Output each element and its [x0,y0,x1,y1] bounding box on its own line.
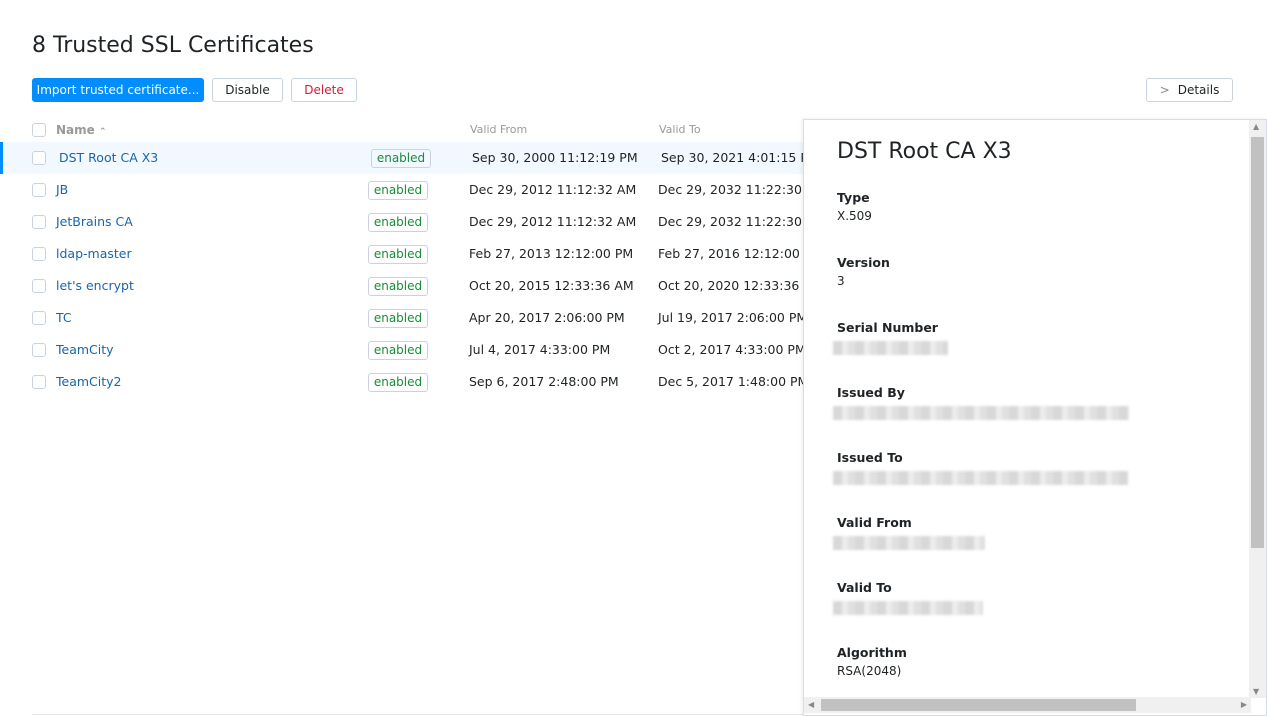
scroll-down-icon[interactable]: ▼ [1253,687,1260,696]
certificate-name-link[interactable]: DST Root CA X3 [59,150,159,165]
detail-label: Valid From [837,515,912,530]
scroll-right-icon[interactable]: ▶ [1240,700,1247,709]
redacted-value [833,471,1128,485]
detail-field: Valid To [833,580,983,615]
redacted-value [833,601,983,615]
certificate-name-link[interactable]: JB [56,182,69,197]
detail-field: Serial Number [833,320,948,355]
detail-field: Version 3 [837,255,890,288]
status-badge: enabled [371,149,431,168]
details-title: DST Root CA X3 [837,139,1012,164]
valid-to-cell: Jul 19, 2017 2:06:00 PM [658,310,808,325]
detail-field: Issued To [833,450,1128,485]
row-checkbox[interactable] [32,375,46,389]
certificate-name-link[interactable]: TC [56,310,72,325]
table-row[interactable]: JB enabled Dec 29, 2012 11:12:32 AM Dec … [0,174,825,206]
valid-to-cell: Dec 5, 2017 1:48:00 PM [658,374,809,389]
row-checkbox[interactable] [32,183,46,197]
scroll-up-icon[interactable]: ▲ [1253,122,1260,131]
detail-label: Type [837,190,870,205]
detail-field: Valid From [833,515,985,550]
table-row[interactable]: ldap-master enabled Feb 27, 2013 12:12:0… [0,238,822,270]
row-checkbox[interactable] [32,247,46,261]
redacted-value [833,406,1129,420]
details-panel: DST Root CA X3 Type X.509 Version 3 Serial N… [803,119,1267,716]
table-row[interactable]: JetBrains CA enabled Dec 29, 2012 11:12:… [0,206,825,238]
redacted-value [833,341,948,355]
status-badge: enabled [368,181,428,200]
delete-button[interactable]: Delete [291,78,357,102]
valid-from-cell: Dec 29, 2012 11:12:32 AM [469,182,637,197]
row-checkbox[interactable] [32,151,46,165]
valid-from-cell: Oct 20, 2015 12:33:36 AM [469,278,634,293]
certificate-name-link[interactable]: TeamCity2 [56,374,122,389]
valid-to-cell: Feb 27, 2016 12:12:00 PM [658,246,823,261]
valid-to-cell: Oct 2, 2017 4:33:00 PM [658,342,806,357]
status-badge: enabled [368,309,428,328]
row-checkbox[interactable] [32,343,46,357]
scroll-left-icon[interactable]: ◀ [808,700,815,709]
valid-to-column-header[interactable]: Valid To [659,123,701,136]
certificate-name-link[interactable]: TeamCity [56,342,114,357]
detail-value: 3 [837,274,845,288]
detail-label: Serial Number [837,320,938,335]
status-badge: enabled [368,245,428,264]
valid-from-cell: Sep 30, 2000 11:12:19 PM [472,150,638,165]
horizontal-scroll-thumb[interactable] [821,699,1136,711]
sort-asc-icon: ⌃ [98,127,107,137]
status-badge: enabled [368,213,428,232]
redacted-value [833,536,985,550]
import-certificate-button[interactable]: Import trusted certificate... [32,78,204,102]
status-badge: enabled [368,277,428,296]
table-row[interactable]: TeamCity enabled Jul 4, 2017 4:33:00 PM … [0,334,806,366]
detail-label: Valid To [837,580,892,595]
valid-from-cell: Dec 29, 2012 11:12:32 AM [469,214,637,229]
detail-label: Algorithm [837,645,907,660]
horizontal-scrollbar[interactable]: ◀ ▶ [804,697,1251,713]
page-title: 8 Trusted SSL Certificates [32,33,314,58]
row-checkbox[interactable] [32,279,46,293]
row-checkbox[interactable] [32,215,46,229]
vertical-scroll-thumb[interactable] [1251,137,1264,548]
select-all-checkbox[interactable] [32,123,46,137]
table-row[interactable]: TC enabled Apr 20, 2017 2:06:00 PM Jul 1… [0,302,807,334]
footer-divider [32,714,803,715]
certificate-name-link[interactable]: ldap-master [56,246,132,261]
detail-label: Issued By [837,385,905,400]
row-checkbox[interactable] [32,311,46,325]
status-badge: enabled [368,373,428,392]
valid-from-cell: Feb 27, 2013 12:12:00 PM [469,246,634,261]
details-label: Details [1177,83,1220,97]
table-row[interactable]: DST Root CA X3 enabled Sep 30, 2000 11:1… [0,142,819,174]
valid-to-cell: Dec 29, 2032 11:22:30 AM [658,182,826,197]
valid-from-cell: Sep 6, 2017 2:48:00 PM [469,374,619,389]
detail-value: X.509 [837,209,872,223]
status-badge: enabled [368,341,428,360]
valid-to-cell: Dec 29, 2032 11:22:30 AM [658,214,826,229]
detail-field: Issued By [833,385,1129,420]
valid-from-column-header[interactable]: Valid From [470,123,528,136]
name-column-header[interactable]: Name ⌃ [56,123,107,137]
detail-label: Version [837,255,890,270]
details-button[interactable]: > Details [1146,78,1233,102]
table-row[interactable]: let's encrypt enabled Oct 20, 2015 12:33… [0,270,823,302]
valid-to-cell: Sep 30, 2021 4:01:15 PM [661,150,819,165]
certificate-name-link[interactable]: let's encrypt [56,278,134,293]
vertical-scrollbar[interactable]: ▲ ▼ [1249,120,1266,698]
valid-to-cell: Oct 20, 2020 12:33:36 AM [658,278,823,293]
detail-value: RSA(2048) [837,664,902,678]
detail-field: Algorithm RSA(2048) [837,645,907,678]
disable-button[interactable]: Disable [212,78,283,102]
detail-label: Issued To [837,450,903,465]
chevron-right-icon: > [1159,83,1170,97]
valid-from-cell: Apr 20, 2017 2:06:00 PM [469,310,625,325]
certificate-name-link[interactable]: JetBrains CA [56,214,133,229]
detail-field: Type X.509 [837,190,872,223]
table-row[interactable]: TeamCity2 enabled Sep 6, 2017 2:48:00 PM… [0,366,808,398]
valid-from-cell: Jul 4, 2017 4:33:00 PM [469,342,611,357]
